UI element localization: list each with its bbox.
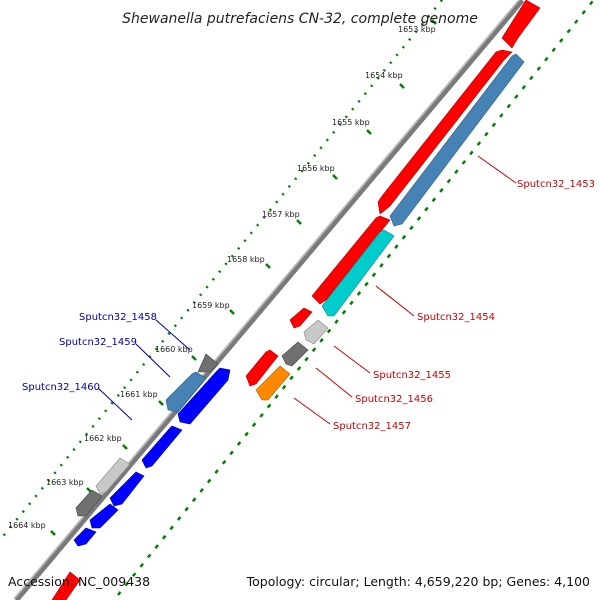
gene-label-1455[interactable]: Sputcn32_1455 <box>373 370 451 381</box>
leader-1458 <box>155 319 191 351</box>
tick-1658 <box>265 263 271 269</box>
gene-sputcn32-1455[interactable] <box>303 319 329 345</box>
gene-feature-red-long[interactable] <box>377 49 513 215</box>
tick-1654 <box>399 83 405 89</box>
ruler-label-1658: 1658 kbp <box>227 255 265 264</box>
reverse-strand-genes <box>51 353 231 600</box>
gene-sputcn32-1458[interactable] <box>197 353 219 373</box>
forward-leader-lines <box>293 155 517 425</box>
gene-feature-blue-1[interactable] <box>177 367 231 425</box>
leader-1455 <box>333 345 371 374</box>
genome-backbone <box>13 0 525 600</box>
leader-1460 <box>97 387 133 421</box>
ruler-label-1664: 1664 kbp <box>8 521 46 530</box>
ruler-label-1656: 1656 kbp <box>297 164 335 173</box>
ruler-outer <box>0 0 443 541</box>
tick-1664 <box>50 530 56 536</box>
tick-1655 <box>366 129 372 135</box>
tick-1656 <box>332 174 338 180</box>
forward-strand-genes-inner <box>255 53 525 401</box>
gene-feature-red-small-1[interactable] <box>289 307 313 329</box>
reverse-leader-lines <box>97 319 191 421</box>
leader-1457 <box>293 397 331 425</box>
ruler-label-1660: 1660 kbp <box>155 345 193 354</box>
gene-sputcn32-1457[interactable] <box>255 365 291 401</box>
leader-1453 <box>477 155 517 184</box>
tick-1659 <box>229 309 235 315</box>
tick-1663 <box>86 487 92 493</box>
tick-1662 <box>122 444 128 450</box>
gene-feature-gray-light-left[interactable] <box>95 457 131 495</box>
map-title: Shewanella putrefaciens CN-32, complete … <box>122 11 478 27</box>
gene-label-1460[interactable]: Sputcn32_1460 <box>22 382 100 393</box>
gene-sputcn32-1453[interactable] <box>389 53 525 227</box>
leader-1459 <box>135 343 171 378</box>
tick-1653 <box>431 19 437 25</box>
ruler-label-1657: 1657 kbp <box>262 210 300 219</box>
tick-1661 <box>158 400 164 406</box>
gene-feature-top-red[interactable] <box>501 0 541 49</box>
gene-feature-red-small-2[interactable] <box>245 349 279 387</box>
forward-strand-genes <box>245 0 541 387</box>
topology-text: Topology: circular; Length: 4,659,220 bp… <box>246 574 590 589</box>
gene-label-1454[interactable]: Sputcn32_1454 <box>417 312 495 323</box>
gene-sputcn32-1456[interactable] <box>281 341 309 367</box>
gene-label-1453[interactable]: Sputcn32_1453 <box>517 179 595 190</box>
gene-label-1457[interactable]: Sputcn32_1457 <box>333 421 411 432</box>
ruler-label-1659: 1659 kbp <box>192 301 230 310</box>
accession-text: Accession: NC_009438 <box>8 574 150 589</box>
ruler-label-1662: 1662 kbp <box>84 434 122 443</box>
tick-1660 <box>191 355 197 361</box>
ruler-ticks <box>50 19 437 536</box>
ruler-label-1655: 1655 kbp <box>332 118 370 127</box>
gene-feature-gray-dark-left[interactable] <box>75 489 103 517</box>
ruler-labels: 1653 kbp 1654 kbp 1655 kbp 1656 kbp 1657… <box>8 25 436 530</box>
gene-sputcn32-1460[interactable] <box>141 425 183 469</box>
gene-labels: Sputcn32_1453 Sputcn32_1454 Sputcn32_145… <box>22 179 595 432</box>
gene-label-1456[interactable]: Sputcn32_1456 <box>355 394 433 405</box>
ruler-label-1654: 1654 kbp <box>365 71 403 80</box>
tick-1657 <box>296 219 302 225</box>
ruler-label-1653: 1653 kbp <box>398 25 436 34</box>
ruler-inner <box>113 0 596 600</box>
gene-sputcn32-1459[interactable] <box>165 371 207 413</box>
gene-label-1458[interactable]: Sputcn32_1458 <box>79 312 157 323</box>
leader-1454 <box>375 285 415 317</box>
gene-feature-blue-2[interactable] <box>109 471 145 507</box>
gene-feature-blue-3[interactable] <box>89 503 119 529</box>
gene-feature-red-long-2[interactable] <box>311 215 391 305</box>
ruler-label-1663: 1663 kbp <box>46 478 84 487</box>
gene-label-1459[interactable]: Sputcn32_1459 <box>59 337 137 348</box>
gene-feature-blue-4[interactable] <box>73 527 97 547</box>
gene-sputcn32-1454[interactable] <box>321 229 395 317</box>
gene-feature-red-bottom[interactable] <box>51 571 81 600</box>
leader-1456 <box>315 367 353 398</box>
ruler-label-1661: 1661 kbp <box>120 390 158 399</box>
